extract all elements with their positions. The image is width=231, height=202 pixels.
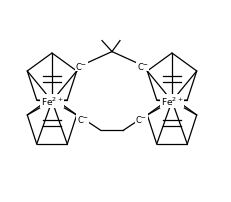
Text: C$^{-}$: C$^{-}$ [75,61,87,72]
Text: C$^{-}$: C$^{-}$ [136,61,148,72]
Text: Fe$^{2+}$: Fe$^{2+}$ [160,95,182,108]
Text: C$^{-}$: C$^{-}$ [134,113,147,124]
Text: C$^{-}$: C$^{-}$ [76,113,88,124]
Text: Fe$^{2+}$: Fe$^{2+}$ [40,95,63,108]
